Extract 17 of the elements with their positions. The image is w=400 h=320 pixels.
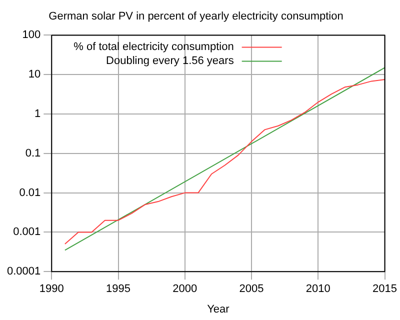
x-tick-label: 1995 — [106, 283, 131, 296]
y-tick-label: 100 — [22, 29, 41, 42]
x-tick-label: 2005 — [239, 283, 264, 296]
x-tick-label: 1990 — [39, 283, 64, 296]
x-tick-label: 2010 — [306, 283, 330, 296]
x-axis-title: Year — [207, 303, 230, 316]
y-tick-label: 10 — [28, 68, 41, 81]
legend-label: % of total electricity consumption — [74, 41, 234, 54]
x-tick-label: 2000 — [172, 283, 198, 296]
y-tick-label: 1 — [34, 108, 41, 120]
x-tick-label: 2015 — [372, 283, 398, 296]
chart-title: German solar PV in percent of yearly electricity consumption — [48, 10, 344, 23]
legend-label: Doubling every 1.56 years — [106, 55, 234, 68]
y-tick-label: 0.01 — [19, 186, 41, 199]
y-tick-label: 0.1 — [25, 147, 41, 160]
y-tick-label: 0.0001 — [6, 266, 41, 278]
y-tick-label: 0.001 — [13, 226, 41, 238]
